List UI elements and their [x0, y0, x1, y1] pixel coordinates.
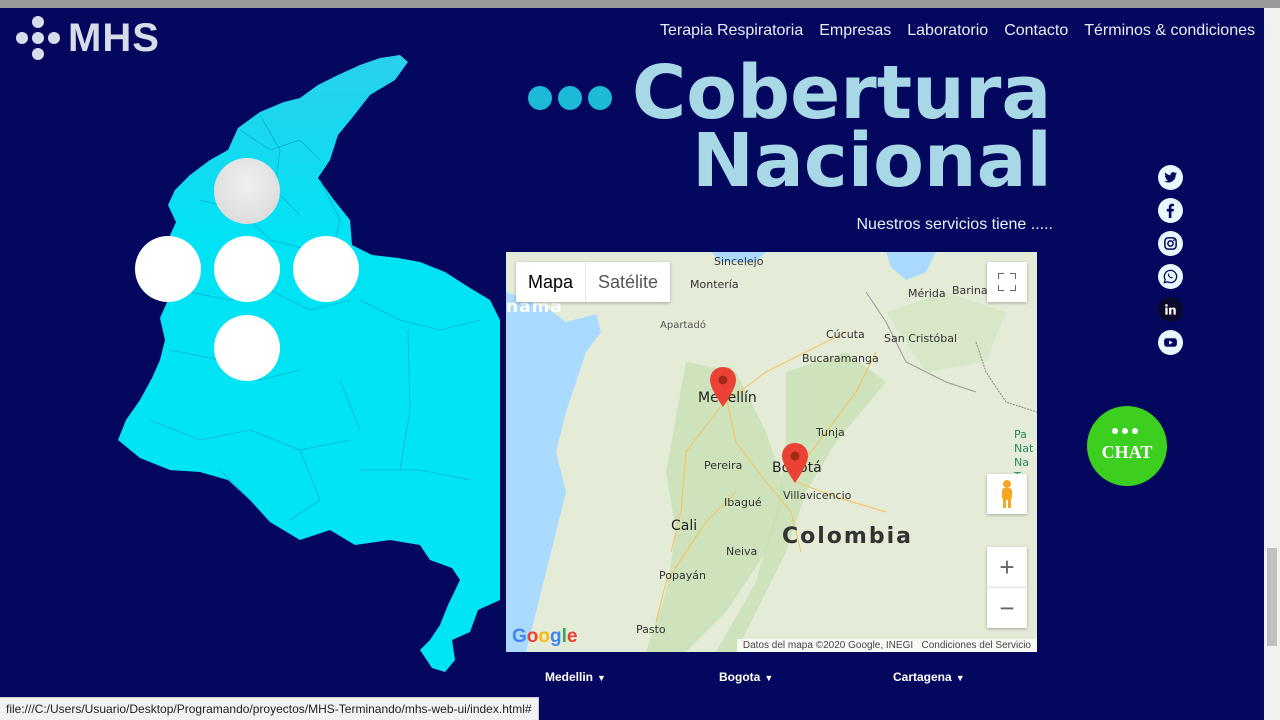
page-subtitle: Nuestros servicios tiene ..... — [856, 216, 1053, 233]
map-terrain — [506, 252, 1037, 652]
map-attribution: Datos del mapa ©2020 Google, INEGI Condi… — [736, 639, 1037, 652]
map-dot-center — [214, 236, 280, 302]
map-label-merida: Mérida — [908, 287, 946, 300]
zoom-out-button[interactable]: − — [987, 587, 1027, 628]
map-label-neiva: Neiva — [726, 545, 758, 558]
map-type-map-button[interactable]: Mapa — [528, 272, 574, 292]
caret-down-icon: ▼ — [764, 673, 774, 683]
chat-label: CHAT — [1101, 442, 1153, 462]
map-label-ibague: Ibagué — [724, 496, 762, 509]
map-label-tunja: Tunja — [816, 426, 845, 439]
browser-top-strip — [0, 0, 1280, 8]
nav-contacto[interactable]: Contacto — [1004, 22, 1069, 39]
map-label-pasto: Pasto — [636, 623, 666, 636]
caret-down-icon: ▼ — [955, 673, 965, 683]
instagram-icon[interactable] — [1158, 231, 1183, 256]
browser-status-bar: file:///C:/Users/Usuario/Desktop/Program… — [0, 697, 539, 720]
map-terms-link[interactable]: Condiciones del Servicio — [921, 640, 1031, 651]
map-label-barinas: Barinas — [952, 284, 994, 297]
zoom-in-button[interactable]: + — [987, 547, 1027, 587]
map-label-cali: Cali — [671, 518, 698, 534]
nav-laboratorio[interactable]: Laboratorio — [907, 22, 989, 39]
map-label-apartado: Apartadó — [660, 320, 706, 331]
nav-empresas[interactable]: Empresas — [819, 22, 892, 39]
chat-dots-icon — [1112, 428, 1138, 434]
page-title-line1: Cobertura — [632, 50, 1052, 136]
map-type-control: Mapa Satélite — [516, 262, 671, 302]
map-label-sea: nama — [506, 297, 563, 317]
map-label-monteria: Montería — [690, 278, 739, 291]
mhs-logo[interactable]: MHS — [16, 16, 160, 60]
city-label: Bogota — [719, 670, 761, 684]
map-label-popayan: Popayán — [659, 569, 706, 582]
map-label-san-cristobal: San Cristóbal — [884, 332, 958, 345]
nav-terminos[interactable]: Términos & condiciones — [1084, 22, 1255, 39]
chat-button[interactable]: CHAT — [1087, 406, 1167, 486]
logo-text: MHS — [68, 15, 160, 60]
page-scrollbar[interactable] — [1264, 8, 1280, 720]
city-selector-bogota[interactable]: Bogota ▼ — [719, 670, 773, 684]
fullscreen-button[interactable] — [987, 262, 1027, 302]
youtube-icon[interactable] — [1158, 330, 1183, 355]
fullscreen-icon — [998, 273, 1016, 291]
map-pin-medellin[interactable] — [710, 367, 736, 407]
city-selector-medellin[interactable]: Medellin ▼ — [545, 670, 606, 684]
nav-terapia-respiratoria[interactable]: Terapia Respiratoria — [660, 22, 804, 39]
scrollbar-thumb[interactable] — [1267, 548, 1277, 646]
twitter-icon[interactable] — [1158, 165, 1183, 190]
map-data-credit: Datos del mapa ©2020 Google, INEGI — [742, 640, 914, 651]
map-dot-east — [293, 236, 359, 302]
pegman-icon — [1002, 480, 1012, 508]
heading-dots-icon — [528, 86, 612, 110]
map-label-villavicencio: Villavicencio — [783, 489, 852, 502]
map-label-colombia: Colombia — [782, 524, 913, 549]
city-label: Cartagena — [893, 670, 952, 684]
map-dot-west — [135, 236, 201, 302]
google-logo: Google — [512, 626, 578, 647]
map-label-sincelejo: Sincelejo — [714, 255, 764, 268]
caret-down-icon: ▼ — [597, 673, 606, 683]
logo-dots-icon — [16, 16, 60, 60]
google-map[interactable]: Sincelejo Montería nama Apartadó Mérida … — [506, 252, 1037, 652]
map-type-satellite-button[interactable]: Satélite — [585, 262, 670, 302]
map-label-cucuta: Cúcuta — [826, 328, 865, 341]
main-nav: Terapia Respiratoria Empresas Laboratori… — [660, 22, 1255, 40]
map-label-bucaramanga: Bucaramanga — [802, 352, 879, 365]
map-dot-south — [214, 315, 280, 381]
street-view-button[interactable] — [987, 474, 1027, 514]
map-dot-north — [214, 158, 280, 224]
page-title-line2: Nacional — [692, 118, 1052, 204]
city-selector-cartagena[interactable]: Cartagena ▼ — [893, 670, 965, 684]
city-label: Medellin — [545, 670, 594, 684]
facebook-icon[interactable] — [1158, 198, 1183, 223]
linkedin-icon[interactable] — [1158, 297, 1183, 322]
map-pin-bogota[interactable] — [782, 443, 808, 483]
whatsapp-icon[interactable] — [1158, 264, 1183, 289]
map-label-pereira: Pereira — [704, 459, 743, 472]
